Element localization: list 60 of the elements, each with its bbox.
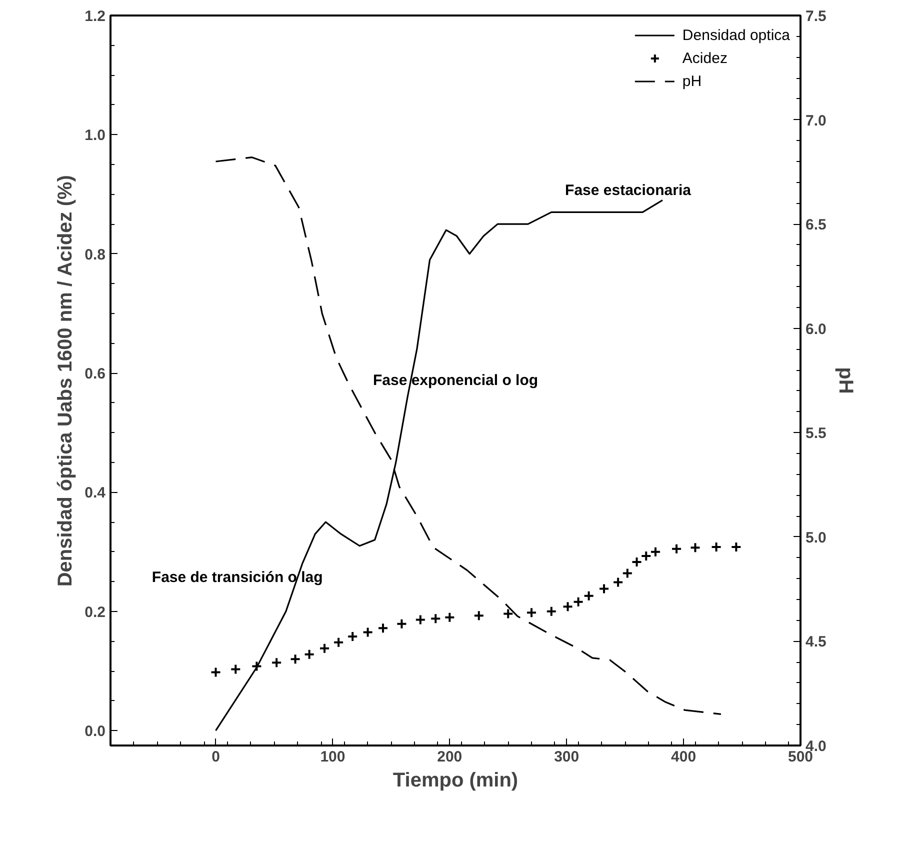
y2-tick-label: 7.0	[806, 112, 826, 130]
point	[690, 542, 701, 554]
point	[583, 590, 594, 602]
y-tick-label: 0.4	[84, 484, 106, 502]
point	[730, 542, 742, 553]
point	[396, 618, 408, 630]
point	[210, 666, 222, 678]
y2-tick-label: 6.0	[806, 320, 826, 338]
point	[546, 606, 557, 617]
point	[473, 610, 484, 622]
y2-axis-title: pH	[834, 367, 856, 394]
point	[671, 543, 682, 554]
point	[304, 648, 315, 660]
point	[622, 568, 633, 579]
y-tick-label: 0.6	[84, 366, 106, 383]
point	[444, 612, 456, 623]
x-tick-label: 200	[437, 748, 462, 766]
legend-label: pH	[682, 72, 702, 90]
point	[430, 613, 442, 624]
point	[333, 636, 344, 648]
y-tick-label: 0.8	[84, 246, 106, 264]
x-tick-label: 300	[554, 748, 580, 766]
point	[631, 556, 642, 568]
point	[562, 601, 574, 612]
point	[251, 660, 262, 672]
x-tick-label: 0	[212, 748, 220, 766]
y2-tick-label: 4.5	[806, 634, 826, 651]
y2-tick-label: 5.0	[806, 529, 826, 546]
x-tick-label: 100	[320, 748, 346, 766]
point	[230, 664, 242, 675]
y2-tick-label: 5.5	[806, 425, 826, 442]
annotation: Fase de transición o lag	[152, 569, 323, 586]
y2-tick-label: 6.5	[806, 216, 826, 234]
point	[526, 607, 538, 618]
y-axis-title: Densidad óptica Uabs 1600 nm / Acidez (%)	[54, 175, 77, 587]
annotation: Fase estacionaria	[565, 182, 692, 200]
y-tick-label: 1.2	[84, 8, 106, 25]
point	[377, 622, 388, 634]
x-axis-title: Tiempo (min)	[392, 770, 518, 792]
point	[414, 614, 426, 626]
legend-label: Acidez	[682, 50, 728, 66]
point	[362, 626, 374, 638]
legend-label: Densidad optica	[682, 26, 790, 44]
point	[612, 576, 624, 588]
y-tick-label: 0.2	[84, 604, 106, 621]
y-tick-label: 1.0	[84, 127, 106, 144]
point	[347, 630, 358, 642]
y2-tick-label: 7.5	[806, 8, 826, 25]
point	[650, 546, 661, 558]
point	[572, 596, 584, 608]
y-tick-label: 0.0	[84, 723, 106, 740]
annotation: Fase exponencial o log	[372, 372, 538, 389]
point	[710, 542, 722, 553]
point	[598, 583, 610, 594]
point	[271, 657, 282, 668]
point	[640, 550, 652, 562]
point	[319, 642, 330, 654]
point	[502, 608, 514, 620]
x-tick-label: 400	[671, 748, 696, 766]
point	[290, 654, 301, 665]
